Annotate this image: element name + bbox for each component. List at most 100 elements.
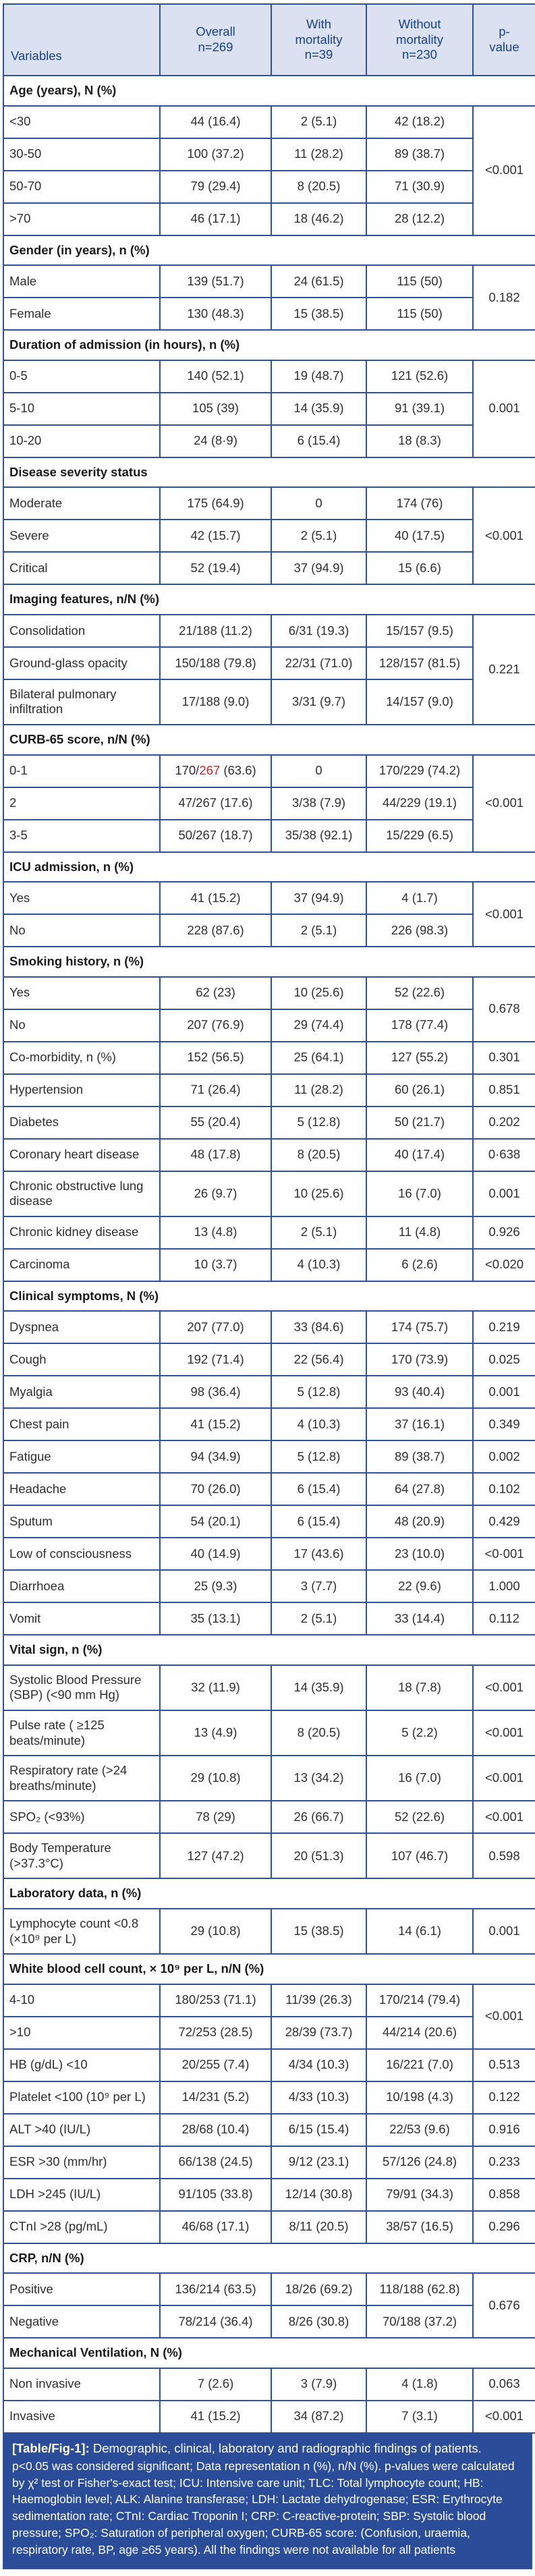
p-value: 0.598	[472, 1832, 535, 1880]
variable-label: Negative	[3, 2305, 161, 2339]
table-row: Critical 52 (19.4) 37 (94.9) 15 (6.6)	[3, 551, 535, 586]
variable-label: Respiratory rate (>24 breaths/minute)	[3, 1755, 161, 1802]
without-mortality-value: 50 (21.7)	[366, 1105, 474, 1140]
figure-tag: [Table/Fig-1]:	[12, 2440, 90, 2455]
without-mortality-value: 23 (10.0)	[366, 1537, 474, 1571]
table-row: Respiratory rate (>24 breaths/minute) 29 …	[3, 1755, 535, 1802]
variable-label: Positive	[3, 2272, 161, 2307]
table-row: >10 72/253 (28.5) 28/39 (73.7) 44/214 (20.6…	[3, 2015, 535, 2050]
p-value: 1.000	[472, 1569, 535, 1604]
variable-label: Cough	[3, 1343, 161, 1377]
overall-value: 139 (51.7)	[159, 264, 272, 299]
section-title: Gender (in years), n (%)	[3, 234, 535, 267]
with-mortality-value: 2 (5.1)	[271, 914, 367, 948]
with-mortality-value: 5 (12.8)	[271, 1440, 367, 1474]
overall-value: 7 (2.6)	[159, 2367, 272, 2401]
p-value: 0.916	[472, 2112, 535, 2147]
section-header-row: White blood cell count, × 10⁹ per L, n/N…	[3, 1953, 535, 1985]
section-header-row: Age (years), N (%)	[3, 75, 535, 107]
table-row: Invasive 41 (15.2) 34 (87.2) 7 (3.1) <0.001	[3, 2399, 535, 2434]
overall-value: 32 (11.9)	[159, 1664, 272, 1712]
with-mortality-value: 3 (7.7)	[271, 1569, 367, 1604]
overall-value: 228 (87.6)	[159, 914, 272, 948]
p-value: 0.002	[472, 1440, 535, 1474]
variable-label: Moderate	[3, 486, 161, 521]
overall-value: 14/231 (5.2)	[159, 2080, 272, 2115]
table-row: 4-10 180/253 (71.1) 11/39 (26.3) 170/214 (7…	[3, 1983, 535, 2050]
section-title: Mechanical Ventilation, N (%)	[3, 2337, 535, 2369]
variable-label: Severe	[3, 519, 161, 553]
without-mortality-value: 40 (17.5)	[366, 519, 474, 553]
variable-label: 30-50	[3, 137, 161, 171]
overall-value: 52 (19.4)	[159, 551, 272, 586]
p-value: 0.676	[472, 2272, 535, 2339]
variable-label: Lymphocyte count <0.8 (×10⁹ per L)	[3, 1907, 161, 1955]
figure-caption-block: [Table/Fig-1]: Demographic, clinical, la…	[3, 2433, 532, 2569]
p-value: <0.001	[472, 486, 535, 586]
table-row: Ground-glass opacity 150/188 (79.8) 22/31 …	[3, 646, 535, 680]
without-mortality-value: 4 (1.7)	[366, 881, 474, 916]
overall-value: 105 (39)	[159, 391, 272, 426]
variable-label: Ground-glass opacity	[3, 646, 161, 680]
with-mortality-value: 4 (10.3)	[271, 1407, 367, 1442]
overall-value: 70 (26.0)	[159, 1472, 272, 1507]
variable-label: Sputum	[3, 1505, 161, 1539]
section-title: Duration of admission (in hours), n (%)	[3, 329, 535, 361]
with-mortality-value: 11 (28.2)	[271, 137, 367, 171]
table-row: Chest pain 41 (15.2) 4 (10.3) 37 (16.1) 0.34…	[3, 1407, 535, 1442]
variable-label: 5-10	[3, 391, 161, 426]
with-mortality-value: 4 (10.3)	[271, 1248, 367, 1282]
section-header-row: Duration of admission (in hours), n (%)	[3, 329, 535, 361]
p-value: 0·638	[472, 1138, 535, 1172]
p-value: <0.020	[472, 1248, 535, 1282]
variable-label: Diabetes	[3, 1105, 161, 1140]
table-row: 0-1 170/267 (63.6) 0 170/229 (74.2) <0.001	[3, 754, 535, 853]
variable-label: Diarrhoea	[3, 1569, 161, 1604]
p-value: 0.513	[472, 2048, 535, 2082]
overall-value: 140 (52.1)	[159, 359, 272, 393]
p-value: 0.202	[472, 1105, 535, 1140]
column-header-with-mortality: With mortality n=39	[271, 3, 367, 76]
variable-label: 10-20	[3, 424, 161, 458]
p-value: <0.001	[472, 1709, 535, 1757]
with-mortality-value: 14 (35.9)	[271, 391, 367, 426]
overall-value: 13 (4.8)	[159, 1215, 272, 1250]
table-row: Fatigue 94 (34.9) 5 (12.8) 89 (38.7) 0.002	[3, 1440, 535, 1474]
table-row: No 207 (76.9) 29 (74.4) 178 (77.4)	[3, 1008, 535, 1042]
overall-value: 180/253 (71.1)	[159, 1983, 272, 2017]
table-row: 5-10 105 (39) 14 (35.9) 91 (39.1)	[3, 391, 535, 426]
overall-value: 35 (13.1)	[159, 1602, 272, 1636]
overall-value: 150/188 (79.8)	[159, 646, 272, 680]
table-row: Sputum 54 (20.1) 6 (15.4) 48 (20.9) 0.429	[3, 1505, 535, 1539]
with-mortality-value: 6/15 (15.4)	[271, 2112, 367, 2147]
section-title: Disease severity status	[3, 456, 535, 488]
with-mortality-value: 5 (12.8)	[271, 1105, 367, 1140]
p-value: <0.001	[472, 1755, 535, 1802]
overall-value: 192 (71.4)	[159, 1343, 272, 1377]
with-mortality-value: 15 (38.5)	[271, 297, 367, 331]
without-mortality-value: 14 (6.1)	[366, 1907, 474, 1955]
table-row: Pulse rate ( ≥125 beats/minute) 13 (4.9) 8…	[3, 1709, 535, 1757]
overall-value: 79 (29.4)	[159, 169, 272, 204]
overall-value: 28/68 (10.4)	[159, 2112, 272, 2147]
section-title: Vital sign, n (%)	[3, 1634, 535, 1666]
with-mortality-value: 22 (56.4)	[271, 1343, 367, 1377]
with-mortality-value: 37 (94.9)	[271, 881, 367, 916]
table-row: Positive 136/214 (63.5) 18/26 (69.2) 118/18…	[3, 2272, 535, 2339]
p-value: 0.219	[472, 1310, 535, 1345]
variable-label: ALT >40 (IU/L)	[3, 2112, 161, 2147]
without-mortality-value: 71 (30.9)	[366, 169, 474, 204]
without-mortality-value: 42 (18.2)	[366, 105, 474, 139]
without-mortality-value: 121 (52.6)	[366, 359, 474, 393]
overall-value: 10 (3.7)	[159, 1248, 272, 1282]
without-mortality-value: 174 (76)	[366, 486, 474, 521]
without-mortality-value: 226 (98.3)	[366, 914, 474, 948]
table-row: Bilateral pulmonary infiltration 17/188 (…	[3, 678, 535, 725]
variable-label: >70	[3, 202, 161, 236]
section-title: White blood cell count, × 10⁹ per L, n/N…	[3, 1953, 535, 1985]
with-mortality-value: 22/31 (71.0)	[271, 646, 367, 680]
p-value: 0.851	[472, 1073, 535, 1107]
without-mortality-value: 7 (3.1)	[366, 2399, 474, 2434]
with-mortality-value: 0	[271, 754, 367, 788]
overall-value: 29 (10.8)	[159, 1755, 272, 1802]
